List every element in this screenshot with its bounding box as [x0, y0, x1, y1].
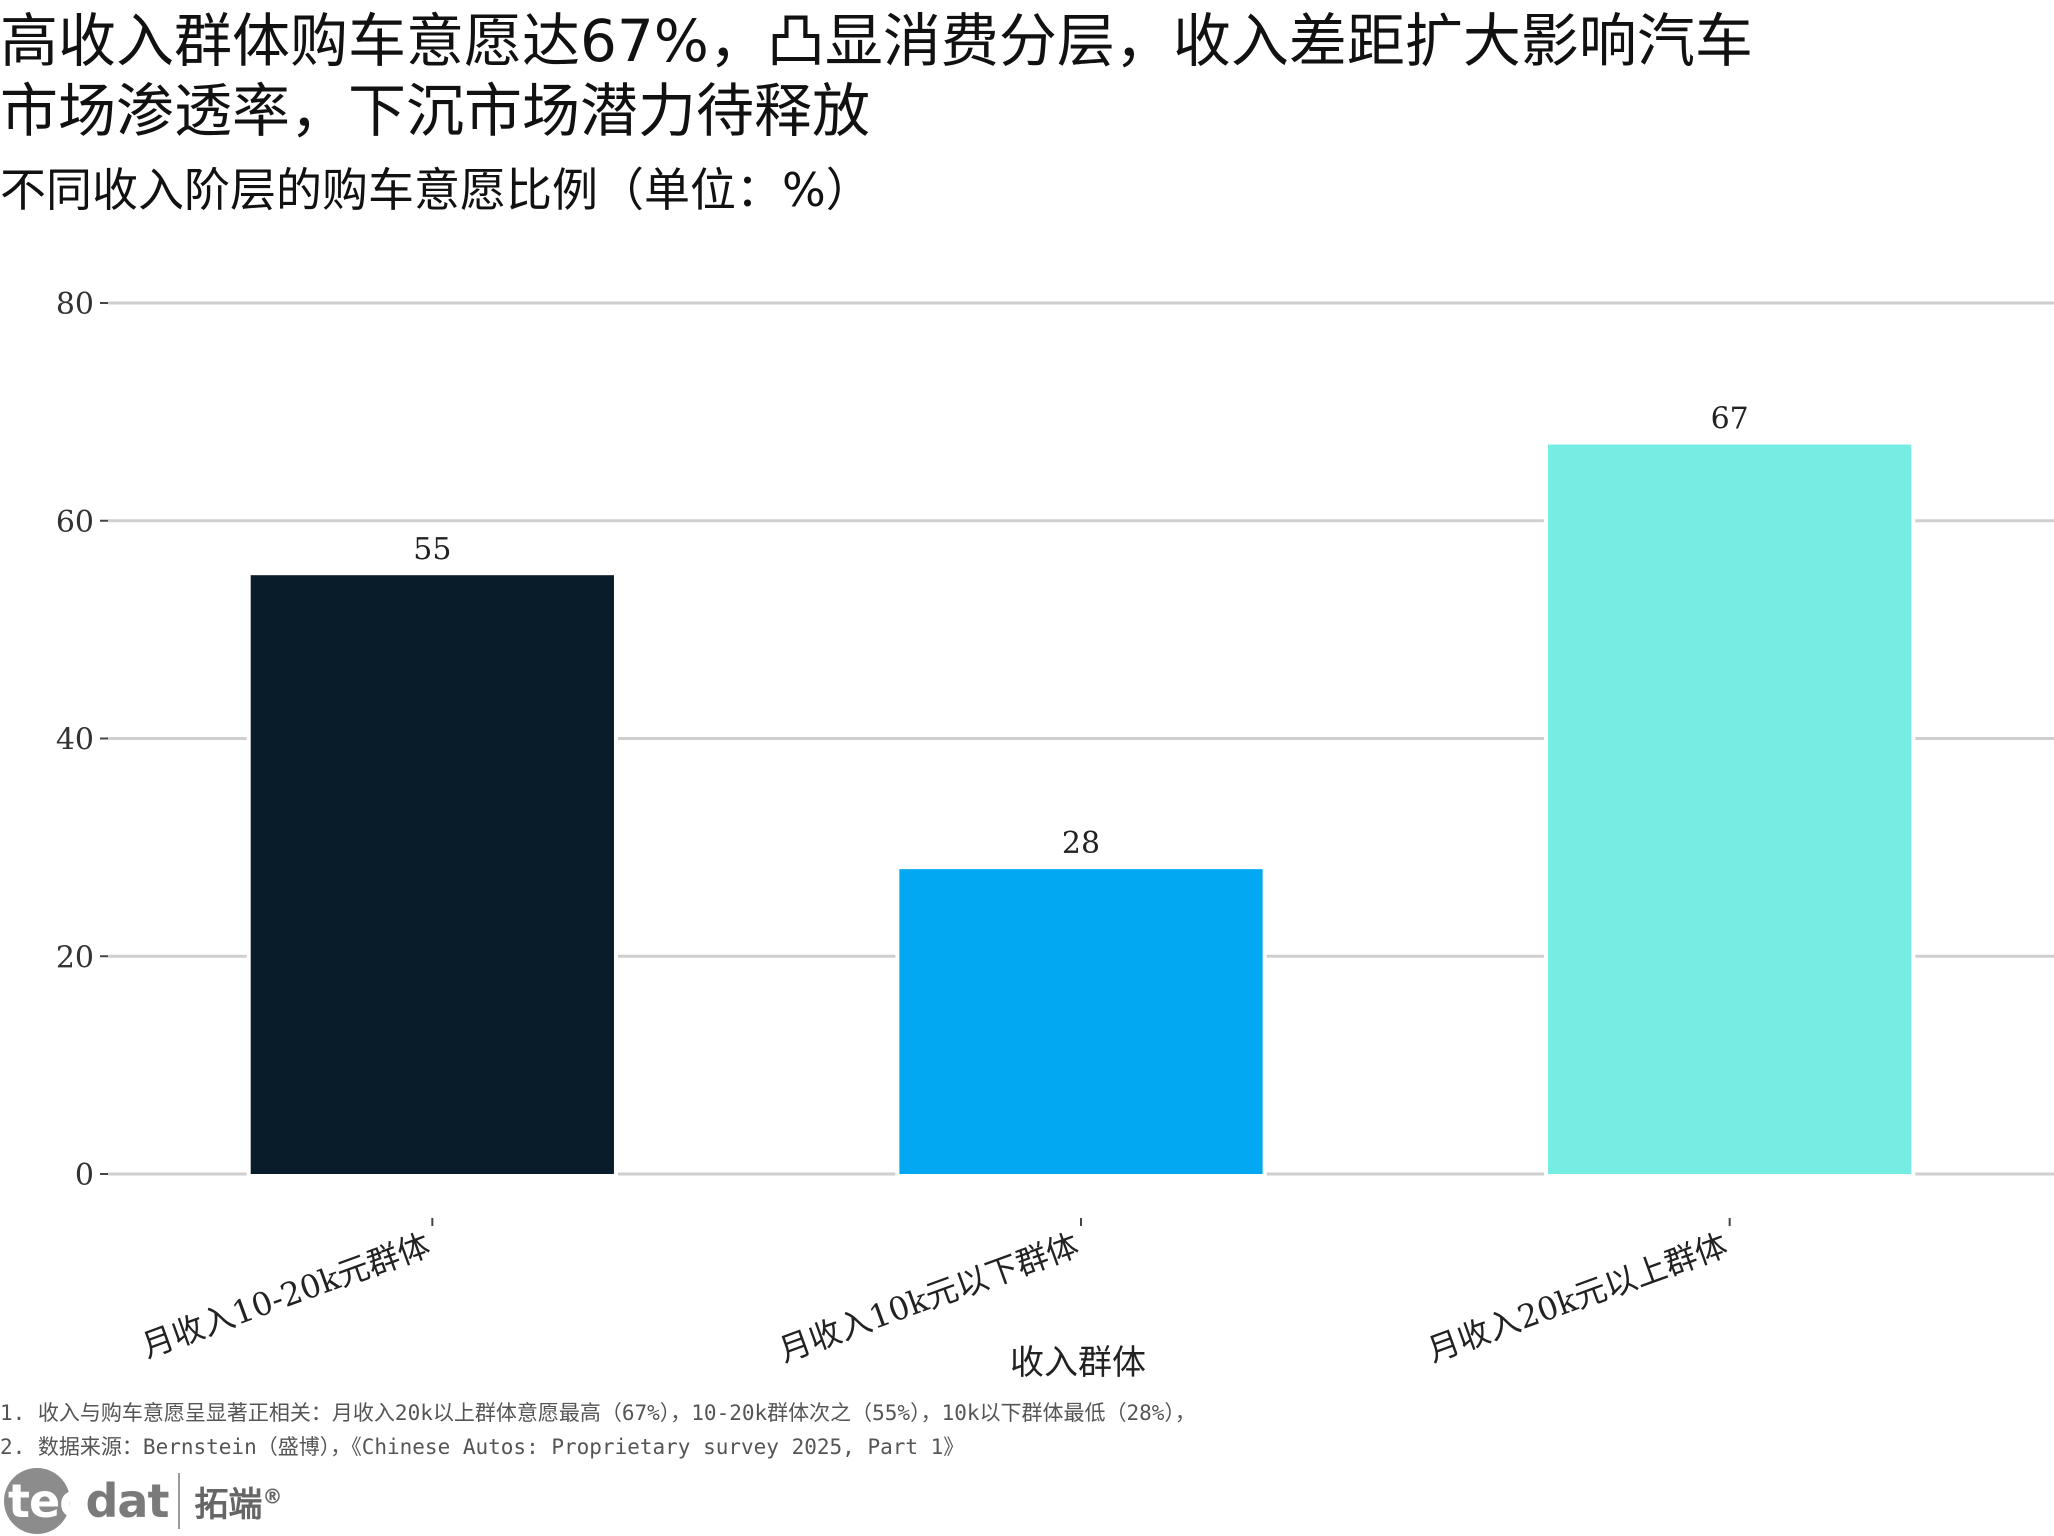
bar-3: [1548, 444, 1912, 1175]
footnote-2: 2. 数据来源：Bernstein（盛博），《Chinese Autos: Pr…: [0, 1435, 965, 1459]
bar-2: [899, 869, 1263, 1174]
logo-wordmark: tecdat: [8, 1474, 169, 1528]
data-label: 67: [1711, 402, 1749, 437]
footnote-1: 1. 收入与购车意愿呈显著正相关：月收入20k以上群体意愿最高（67%），10-…: [0, 1401, 1196, 1425]
chart-subtitle: 不同收入阶层的购车意愿比例（单位：%）: [0, 163, 872, 217]
x-tick-label: 月收入20k元以上群体: [1422, 1226, 1732, 1370]
tecdat-logo: tecdat 拓端®: [0, 1466, 282, 1536]
y-tick-label: 0: [75, 1158, 94, 1193]
bar-chart: 0 20 40 60 80 55 28 67 月收入10-20k元群体 月收入10k元以下群体…: [56, 287, 2054, 1383]
logo-circle-icon: [4, 1468, 70, 1534]
y-tick-label: 20: [56, 940, 94, 975]
logo-divider: [178, 1473, 181, 1529]
footnotes: 1. 收入与购车意愿呈显著正相关：月收入20k以上群体意愿最高（67%），10-…: [0, 1396, 1196, 1464]
data-label: 28: [1062, 826, 1100, 861]
data-label: 55: [413, 532, 451, 567]
logo-cn-wordmark: 拓端®: [194, 1484, 283, 1525]
data-labels: 55 28 67: [413, 402, 1749, 862]
x-axis-label: 收入群体: [1010, 1343, 1146, 1383]
y-tick-label: 40: [56, 723, 94, 758]
y-tick-label: 80: [56, 287, 94, 322]
bars: [246, 442, 1916, 1177]
x-tick-label: 月收入10-20k元群体: [137, 1226, 435, 1366]
x-axis-ticks: 月收入10-20k元群体 月收入10k元以下群体 月收入20k元以上群体: [137, 1218, 1732, 1370]
y-tick-label: 60: [56, 505, 94, 540]
chart-title: 高收入群体购车意愿达67%，凸显消费分层，收入差距扩大影响汽车市场渗透率，下沉市…: [0, 7, 1753, 145]
y-axis-ticks: 0 20 40 60 80: [56, 287, 108, 1193]
bar-1: [250, 575, 614, 1174]
